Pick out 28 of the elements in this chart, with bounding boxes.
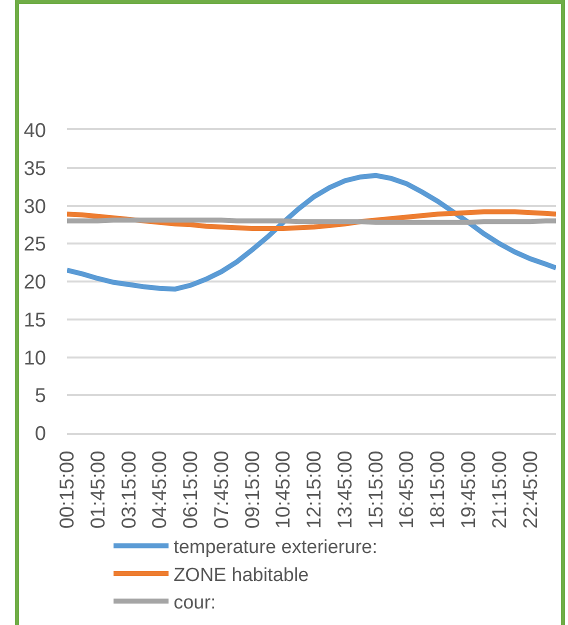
y-tick-label: 25: [24, 234, 46, 256]
y-tick-label: 30: [24, 196, 46, 218]
x-tick-label: 07:45:00: [210, 450, 233, 529]
x-tick-label: 06:15:00: [180, 450, 202, 529]
y-tick-label: 35: [24, 158, 46, 180]
x-tick-label: 01:45:00: [87, 450, 110, 529]
legend-label: cour:: [174, 592, 216, 614]
x-tick-label: 03:15:00: [118, 450, 140, 529]
y-tick-label: 5: [34, 385, 46, 408]
x-tick-label: 00:15:00: [56, 450, 78, 529]
x-tick-label: 22:45:00: [520, 450, 542, 529]
x-tick-label: 04:45:00: [149, 450, 172, 529]
y-tick-label: 40: [24, 120, 46, 142]
x-tick-label: 10:45:00: [272, 450, 295, 529]
x-tick-label: 21:15:00: [488, 450, 511, 529]
x-tick-label: 09:15:00: [242, 450, 264, 529]
x-tick-label: 13:45:00: [334, 450, 356, 529]
legend-label: ZONE habitable: [174, 564, 309, 586]
y-tick-label: 20: [24, 272, 46, 294]
x-tick-label: 18:15:00: [427, 450, 450, 529]
y-tick-label: 0: [34, 423, 46, 445]
x-tick-label: 15:15:00: [365, 450, 388, 529]
x-tick-label: 12:15:00: [304, 450, 326, 529]
legend-label: temperature exterierure:: [174, 537, 378, 558]
y-tick-label: 10: [24, 347, 46, 370]
x-tick-label: 16:45:00: [396, 450, 418, 529]
x-tick-label: 19:45:00: [458, 450, 480, 529]
y-tick-label: 15: [24, 309, 46, 332]
